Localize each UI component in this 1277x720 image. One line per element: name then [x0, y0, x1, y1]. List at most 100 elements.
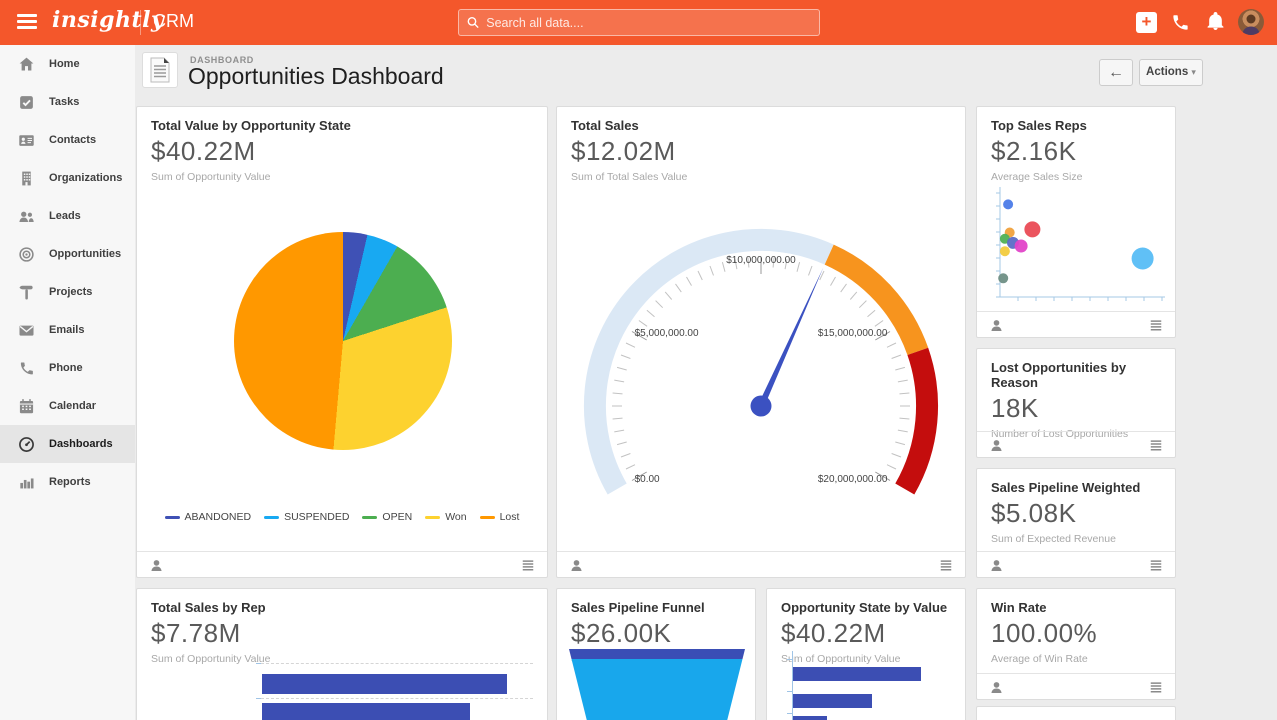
legend-label: Lost	[499, 511, 520, 523]
sidebar-item-contacts[interactable]: Contacts	[0, 121, 135, 159]
card-sales-pipeline-funnel[interactable]: Sales Pipeline Funnel $26.00K Sum of Opp…	[556, 588, 756, 720]
sidebar-item-tasks[interactable]: Tasks	[0, 83, 135, 121]
svg-text:$5,000,000.00: $5,000,000.00	[635, 328, 699, 339]
bar	[262, 703, 470, 720]
insightly-logo: insightly	[52, 7, 165, 33]
contacts-icon	[19, 134, 34, 146]
projects-icon	[19, 285, 33, 300]
emails-icon	[19, 325, 34, 336]
sidebar-item-label: Organizations	[49, 172, 123, 184]
sidebar-item-phone[interactable]: Phone	[0, 349, 135, 387]
card-total-sales-by-rep[interactable]: Total Sales by Rep $7.78M Sum of Opportu…	[136, 588, 548, 720]
card-title: Sales Pipeline Weighted	[991, 480, 1141, 495]
card-title: Opportunity State by Value	[781, 600, 948, 615]
reports-icon	[20, 477, 34, 488]
legend-label: SUSPENDED	[284, 511, 350, 523]
owner-user-icon[interactable]	[989, 438, 1004, 453]
card-subtitle: Sum of Opportunity Value	[781, 653, 901, 665]
card-value: $40.22M	[781, 618, 886, 648]
card-subtitle: Sum of Expected Revenue	[991, 533, 1116, 545]
card-title: Win Rate	[991, 600, 1047, 615]
owner-user-icon[interactable]	[569, 558, 584, 573]
card-title: Top Sales Reps	[991, 118, 1087, 133]
legend-label: OPEN	[382, 511, 413, 523]
list-view-icon[interactable]	[1149, 439, 1163, 452]
sidebar-item-projects[interactable]: Projects	[0, 273, 135, 311]
legend-swatch	[425, 515, 441, 519]
dashboard-document-icon	[142, 52, 178, 88]
search-input[interactable]	[486, 15, 811, 30]
actions-dropdown-button[interactable]: Actions ▾	[1139, 59, 1203, 86]
dashboards-icon	[19, 436, 34, 452]
sidebar-item-home[interactable]: Home	[0, 45, 135, 83]
card-footer	[977, 673, 1175, 699]
search-icon	[467, 16, 479, 29]
tasks-icon	[20, 95, 33, 109]
legend-label: ABANDONED	[184, 511, 252, 523]
card-title: Total Value by Opportunity State	[151, 118, 351, 133]
bar	[793, 694, 872, 708]
list-view-icon[interactable]	[521, 559, 535, 572]
card-footer	[557, 551, 965, 577]
owner-user-icon[interactable]	[989, 680, 1004, 695]
list-view-icon[interactable]	[1149, 319, 1163, 332]
card-lost-opportunities-by-reason[interactable]: Lost Opportunities by Reason 18K Number …	[976, 348, 1176, 458]
card-top-sales-reps[interactable]: Top Sales Reps $2.16K Average Sales Size	[976, 106, 1176, 338]
sidebar-item-reports[interactable]: Reports	[0, 463, 135, 501]
legend-label: Won	[445, 511, 467, 523]
sidebar-item-label: Phone	[49, 362, 83, 374]
card-sales-pipeline-weighted[interactable]: Sales Pipeline Weighted $5.08K Sum of Ex…	[976, 468, 1176, 578]
organizations-icon	[22, 171, 31, 185]
card-opportunity-state-by-value[interactable]: Opportunity State by Value $40.22M Sum o…	[766, 588, 966, 720]
sidebar-item-dashboards[interactable]: Dashboards	[0, 425, 135, 463]
bar	[262, 674, 507, 694]
card-subtitle: Sum of Opportunity Value	[151, 653, 271, 665]
card-win-rate[interactable]: Win Rate 100.00% Average of Win Rate	[976, 588, 1176, 700]
leads-icon	[19, 211, 34, 222]
gauge-chart: $0.00 $5,000,000.00 $10,000,000.00 $15,000,…	[583, 228, 938, 495]
legend-item: ABANDONED	[164, 511, 252, 523]
sidebar-item-label: Home	[49, 58, 80, 70]
hamburger-menu-icon[interactable]	[17, 14, 37, 30]
sidebar-item-organizations[interactable]: Organizations	[0, 159, 135, 197]
svg-text:$20,000,000.00: $20,000,000.00	[818, 474, 888, 485]
svg-text:$15,000,000.00: $15,000,000.00	[818, 328, 888, 339]
card-total-sales[interactable]: Total Sales $12.02M Sum of Total Sales V…	[556, 106, 966, 578]
list-view-icon[interactable]	[939, 559, 953, 572]
back-button[interactable]: ←	[1099, 59, 1133, 86]
owner-user-icon[interactable]	[149, 558, 164, 573]
card-title: Total Sales	[571, 118, 639, 133]
card-footer	[137, 551, 547, 577]
pie-chart	[234, 232, 452, 450]
legend-swatch	[362, 515, 378, 519]
funnel-chart	[569, 649, 745, 720]
card-total-value-by-opportunity-state[interactable]: Total Value by Opportunity State $40.22M…	[136, 106, 548, 578]
brand-divider	[140, 10, 141, 35]
list-view-icon[interactable]	[1149, 681, 1163, 694]
sidebar-item-emails[interactable]: Emails	[0, 311, 135, 349]
bar-chart	[137, 649, 547, 720]
sidebar-item-label: Emails	[49, 324, 85, 336]
legend-item: SUSPENDED	[264, 511, 349, 523]
breadcrumb-kicker: DASHBOARD	[190, 55, 254, 65]
phone-icon[interactable]	[1171, 13, 1190, 32]
sidebar-item-label: Tasks	[49, 96, 80, 108]
owner-user-icon[interactable]	[989, 318, 1004, 333]
list-view-icon[interactable]	[1149, 559, 1163, 572]
card-subtitle: Average of Win Rate	[991, 653, 1088, 665]
sidebar-item-label: Dashboards	[49, 438, 113, 450]
sidebar-item-calendar[interactable]: Calendar	[0, 387, 135, 425]
card-value: $5.08K	[991, 498, 1077, 528]
bubble-chart	[996, 187, 1165, 301]
sidebar-item-opportunities[interactable]: Opportunities	[0, 235, 135, 273]
sidebar-item-leads[interactable]: Leads	[0, 197, 135, 235]
user-avatar[interactable]	[1238, 9, 1264, 35]
svg-text:$0.00: $0.00	[635, 474, 660, 485]
sidebar-item-label: Leads	[49, 210, 81, 222]
quick-add-button[interactable]: +	[1136, 12, 1157, 33]
owner-user-icon[interactable]	[989, 558, 1004, 573]
global-search[interactable]	[458, 9, 820, 36]
home-icon	[19, 57, 34, 71]
notifications-bell-icon[interactable]	[1206, 12, 1225, 31]
